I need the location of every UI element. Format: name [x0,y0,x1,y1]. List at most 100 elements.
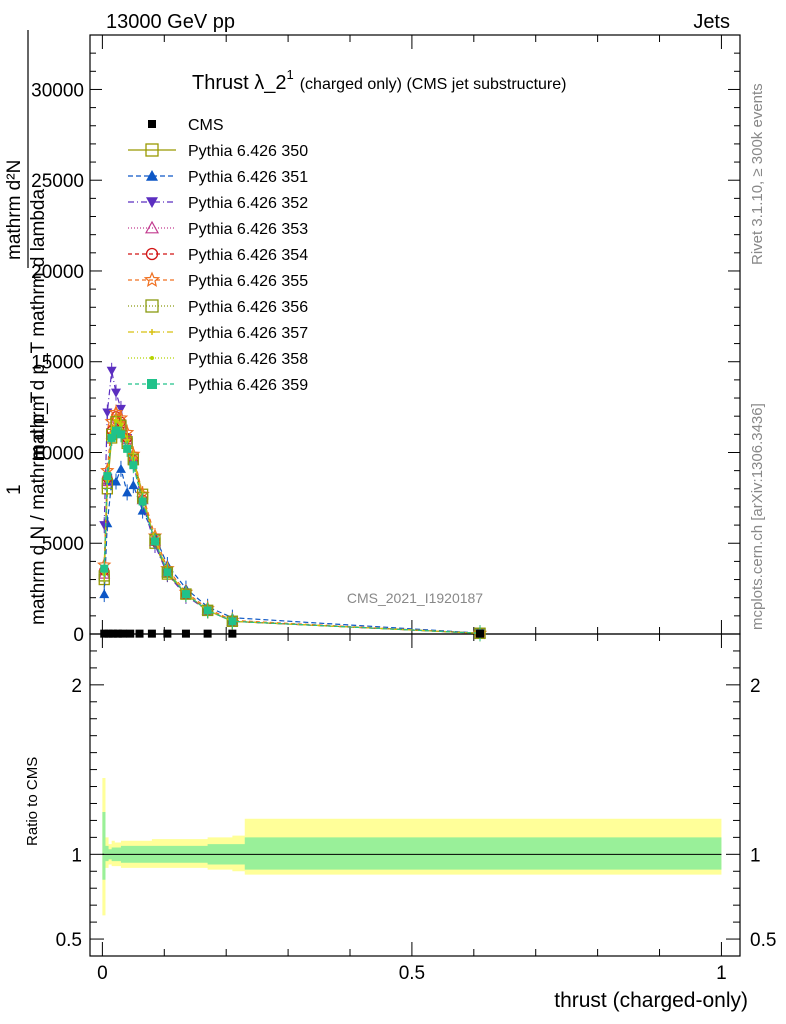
legend-entry-cms: CMS [148,117,224,134]
series-line [103,420,481,634]
series-line [103,466,481,634]
series-point [138,497,147,506]
y-tick-label: 20000 [31,262,84,283]
legend-marker [143,271,161,287]
ratio-y-tick-label: 2 [71,676,82,697]
y-label-line2: mathrm d p_T mathrm d lambda [28,189,49,460]
series-point [99,589,110,599]
series-point [116,430,125,439]
cms-data-point [228,629,237,638]
cms-data-point [113,629,122,638]
legend-label: Pythia 6.426 350 [188,143,308,160]
header-left: 13000 GeV pp [106,11,235,33]
ratio-y-tick-label-right: 1 [750,845,761,866]
x-tick-label: 0 [97,963,108,984]
series-point [128,480,139,490]
series-8 [102,413,482,642]
legend-label: Pythia 6.426 357 [188,325,308,342]
legend-entry-9: Pythia 6.426 359 [128,377,308,394]
legend-marker [145,143,159,157]
legend-entry-3: Pythia 6.426 353 [128,220,308,238]
legend-label: Pythia 6.426 352 [188,195,308,212]
ratio-plot-frame [89,633,741,957]
y-tick-label: 15000 [31,353,84,374]
legend: CMS Pythia 6.426 350 Pythia 6.426 351 Pythi… [128,117,308,394]
cms-data-point [118,629,127,638]
legend-entry-2: Pythia 6.426 352 [128,195,308,212]
y-tick-label: 5000 [42,534,84,555]
legend-label: Pythia 6.426 355 [188,273,308,290]
series-point [106,366,117,376]
series-point [103,472,112,481]
y-tick-label: 0 [73,625,84,646]
cms-data-point [104,629,113,638]
legend-entry-5: Pythia 6.426 355 [128,271,308,290]
plot-title: Thrust λ_21 (charged only) (CMS jet subst… [192,67,566,94]
series-4 [99,408,486,642]
ratio-y-label: Ratio to CMS [24,757,41,846]
legend-marker [146,170,158,181]
cms-data-point [108,629,117,638]
legend-label: Pythia 6.426 354 [188,247,308,264]
ratio-y-tick-label-right: 0.5 [750,930,776,951]
legend-marker [147,379,157,389]
legend-label: Pythia 6.426 353 [188,221,308,238]
legend-marker [144,220,160,234]
series-point [118,423,123,428]
cms-data-point [203,629,212,638]
legend-entry-1: Pythia 6.426 351 [128,169,308,186]
series-7 [101,411,483,642]
watermark: CMS_2021_I1920187 [347,590,483,606]
legend-entry-6: Pythia 6.426 356 [128,299,308,316]
legend-entry-4: Pythia 6.426 354 [128,247,308,264]
cms-data-point [126,629,135,638]
series-point [115,404,126,414]
cms-data-point [476,629,484,638]
series-point [228,617,237,626]
legend-marker [146,197,158,208]
series-point [100,564,109,573]
ratio-inner-band [102,811,722,880]
series-point [129,461,138,470]
series-0 [98,417,486,642]
mcplots-label: mcplots.cern.ch [arXiv:1306.3436] [749,403,766,630]
series-point [112,426,120,435]
y-tick-label: 25000 [31,171,84,192]
series-lines [97,362,488,642]
legend-label: Pythia 6.426 358 [188,351,308,368]
title-subtitle: (charged only) (CMS jet substructure) [300,76,567,93]
y-tick-label: 10000 [31,443,84,464]
title-main: Thrust λ_2 [192,72,286,94]
x-tick-label: 0.5 [399,963,425,984]
series-point [123,444,132,453]
series-point [203,606,212,615]
ratio-y-tick-label-right: 2 [750,676,761,697]
series-line [103,429,481,634]
cms-data-points [100,629,484,638]
svg-text:Thrust λ_21(charged only) (CMS: Thrust λ_21 (charged only) (CMS jet subst… [192,67,566,94]
title-superscript: 1 [286,67,293,82]
cms-data-point [100,629,109,638]
ratio-y-tick-label: 0.5 [56,930,82,951]
legend-marker [149,329,155,335]
legend-entry-8: Pythia 6.426 358 [128,351,308,368]
series-point [115,463,126,473]
y-label-line4: mathrm d N / mathrm d p_T [28,391,49,625]
x-axis-label: thrust (charged-only) [554,989,748,1012]
legend-entry-7: Pythia 6.426 357 [128,325,308,342]
legend-label: Pythia 6.426 351 [188,169,308,186]
series-point [107,433,116,442]
legend-label: Pythia 6.426 356 [188,299,308,316]
legend-marker [148,120,156,128]
main-axes: 0 5000 10000 15000 20000 25000 30000 0 0.5 1 [31,34,740,984]
cms-data-point [147,629,156,638]
series-point [111,388,121,398]
ratio-plot: 0.5 0.5 1 1 2 2 [56,650,776,951]
series-point [99,521,110,531]
cms-data-point [135,629,144,638]
series-point [122,487,133,497]
cms-data-point [163,629,172,638]
cms-data-point [181,629,190,638]
